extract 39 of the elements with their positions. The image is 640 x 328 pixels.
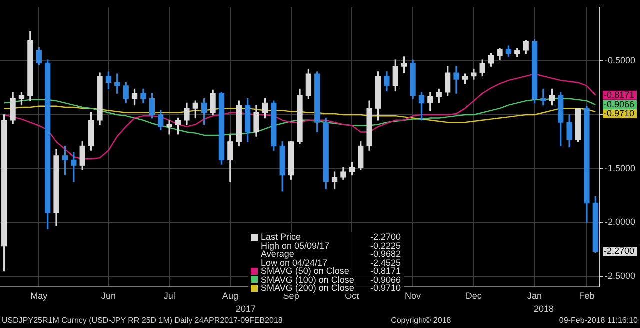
- x-tick-label: Jan: [528, 291, 542, 302]
- candlestick: [540, 88, 546, 106]
- annotation: -0.9682: [370, 249, 401, 259]
- legend-label: SMAVG (50) on Close: [260, 266, 350, 276]
- legend-label: Last Price: [260, 232, 302, 242]
- x-tick-label: Sep: [283, 291, 300, 302]
- x-tick-label: Jun: [101, 291, 116, 302]
- x-tick-label: Oct: [345, 291, 360, 302]
- text: Copyright© 2018: [391, 316, 452, 325]
- annotation: -2.4525: [370, 258, 401, 268]
- data-label: -0.9066: [604, 99, 635, 110]
- x-tick-label: May: [30, 291, 48, 302]
- x-tick-label: Dec: [466, 291, 482, 302]
- x-tick-label: Aug: [222, 291, 238, 302]
- annotation: Low on 04/24/17: [261, 258, 328, 268]
- x-tick-label: Nov: [405, 291, 422, 302]
- text: -0.9710: [370, 283, 401, 293]
- y-tick-label: -1.5000: [605, 163, 636, 174]
- x-tick-label: Feb: [579, 291, 595, 302]
- text: 09-Feb-2018 11:16:10: [559, 316, 638, 325]
- text: -2.2700: [370, 232, 401, 242]
- x-tick-label: Jul: [164, 291, 176, 302]
- data-label: -0.9710: [604, 108, 635, 118]
- annotation: High on 05/09/17: [261, 240, 330, 250]
- text: USDJPY25R1M Curncy (USD-JPY RR 25D 1M) Daily 24APR2017-09FEB2018: [2, 316, 283, 325]
- annotation: Average: [261, 249, 294, 259]
- text: -0.9066: [370, 274, 401, 284]
- data-label: -0.8171: [604, 90, 635, 100]
- legend-label: SMAVG (200) on Close: [260, 283, 354, 293]
- candlestick: [166, 120, 172, 135]
- legend-label: SMAVG (100) on Close: [260, 274, 354, 284]
- y-tick-label: -2.0000: [605, 217, 636, 228]
- annotation: -0.2225: [370, 240, 401, 250]
- y-tick-label: -2.5000: [605, 270, 636, 281]
- text: -2.2700: [604, 246, 635, 256]
- text: -0.8171: [370, 266, 401, 276]
- text: 2018: [534, 304, 554, 314]
- y-tick-label: -0.5000: [605, 56, 636, 66]
- text: 2017: [236, 304, 256, 314]
